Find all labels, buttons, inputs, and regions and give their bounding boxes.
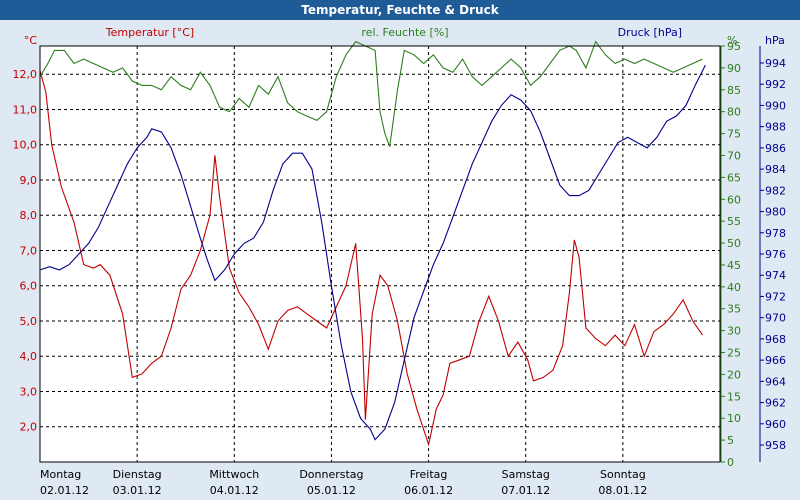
x-tick-day: Freitag xyxy=(410,468,448,481)
pressure-tick: 970 xyxy=(765,312,786,325)
temp-tick: 11,0 xyxy=(13,103,38,116)
pressure-tick: 986 xyxy=(765,142,786,155)
temp-axis-label: Temperatur [°C] xyxy=(105,26,194,39)
humidity-tick: 80 xyxy=(727,106,741,119)
pressure-tick: 978 xyxy=(765,227,786,240)
x-tick-date: 06.01.12 xyxy=(404,484,453,497)
humidity-tick: 55 xyxy=(727,215,741,228)
temp-tick: 6,0 xyxy=(20,280,38,293)
humidity-tick: 25 xyxy=(727,347,741,360)
temp-unit: °C xyxy=(24,34,38,47)
humidity-tick: 65 xyxy=(727,171,741,184)
x-tick-date: 04.01.12 xyxy=(210,484,259,497)
humidity-tick: 90 xyxy=(727,62,741,75)
pressure-unit: hPa xyxy=(765,34,785,47)
axes-group: Montag02.01.12Dienstag03.01.12Mittwoch04… xyxy=(13,26,787,497)
x-tick-day: Donnerstag xyxy=(299,468,363,481)
series-line-pressure xyxy=(39,64,706,441)
x-tick-date: 08.01.12 xyxy=(598,484,647,497)
pressure-tick: 988 xyxy=(765,121,786,134)
pressure-tick: 990 xyxy=(765,99,786,112)
temp-tick: 2,0 xyxy=(20,421,38,434)
pressure-axis-label: Druck [hPa] xyxy=(618,26,682,39)
pressure-tick: 958 xyxy=(765,439,786,452)
series-group xyxy=(39,40,706,447)
humidity-tick: 5 xyxy=(727,434,734,447)
humidity-tick: 30 xyxy=(727,325,741,338)
humidity-tick: 40 xyxy=(727,281,741,294)
series-line-temperature xyxy=(39,70,703,447)
temp-tick: 12,0 xyxy=(13,68,38,81)
humidity-tick: 15 xyxy=(727,390,741,403)
humidity-tick: 70 xyxy=(727,149,741,162)
chart-title: Temperatur, Feuchte & Druck xyxy=(0,0,800,20)
series-line-humidity xyxy=(39,40,703,147)
pressure-tick: 966 xyxy=(765,354,786,367)
humidity-tick: 85 xyxy=(727,84,741,97)
humidity-tick: 0 xyxy=(727,456,734,469)
temp-tick: 7,0 xyxy=(20,244,38,257)
plot-border xyxy=(39,45,721,463)
temp-tick: 8,0 xyxy=(20,209,38,222)
x-tick-day: Samstag xyxy=(502,468,550,481)
humidity-unit: % xyxy=(727,34,737,47)
humidity-tick: 10 xyxy=(727,412,741,425)
pressure-tick: 984 xyxy=(765,163,786,176)
x-tick-date: 05.01.12 xyxy=(307,484,356,497)
temp-tick: 10,0 xyxy=(13,139,38,152)
pressure-tick: 972 xyxy=(765,290,786,303)
temp-tick: 5,0 xyxy=(20,315,38,328)
humidity-tick: 50 xyxy=(727,237,741,250)
temp-tick: 4,0 xyxy=(20,350,38,363)
humidity-tick: 20 xyxy=(727,368,741,381)
temp-tick: 9,0 xyxy=(20,174,38,187)
pressure-tick: 974 xyxy=(765,269,786,282)
humidity-tick: 35 xyxy=(727,303,741,316)
x-tick-day: Montag xyxy=(40,468,81,481)
pressure-tick: 962 xyxy=(765,397,786,410)
x-tick-date: 02.01.12 xyxy=(40,484,89,497)
grid xyxy=(40,46,720,462)
pressure-tick: 992 xyxy=(765,78,786,91)
pressure-tick: 976 xyxy=(765,248,786,261)
x-tick-day: Sonntag xyxy=(600,468,646,481)
x-tick-date: 07.01.12 xyxy=(501,484,550,497)
x-tick-date: 03.01.12 xyxy=(113,484,162,497)
pressure-tick: 982 xyxy=(765,184,786,197)
humidity-axis-label: rel. Feuchte [%] xyxy=(361,26,448,39)
temp-tick: 3,0 xyxy=(20,385,38,398)
pressure-tick: 960 xyxy=(765,418,786,431)
humidity-tick: 95 xyxy=(727,40,741,53)
pressure-tick: 964 xyxy=(765,375,786,388)
pressure-tick: 980 xyxy=(765,206,786,219)
plot-area xyxy=(39,45,721,463)
pressure-tick: 968 xyxy=(765,333,786,346)
humidity-tick: 45 xyxy=(727,259,741,272)
x-tick-day: Dienstag xyxy=(113,468,162,481)
x-tick-day: Mittwoch xyxy=(209,468,259,481)
humidity-tick: 75 xyxy=(727,128,741,141)
pressure-tick: 994 xyxy=(765,57,786,70)
humidity-tick: 60 xyxy=(727,193,741,206)
